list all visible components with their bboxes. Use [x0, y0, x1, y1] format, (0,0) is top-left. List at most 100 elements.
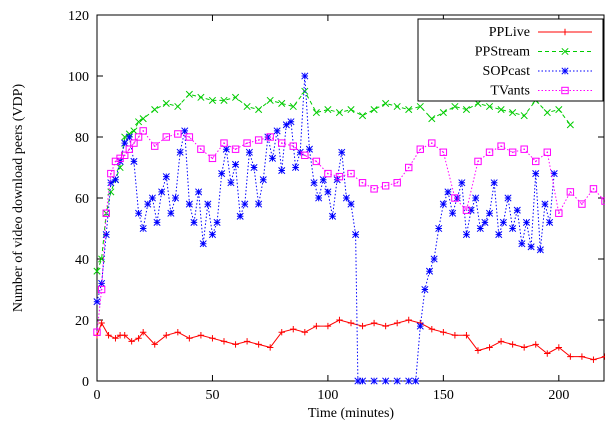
data-point-tvants-dot	[137, 136, 140, 138]
data-point-pplive	[128, 338, 135, 345]
data-point-pplive	[486, 344, 493, 351]
data-point-tvants	[162, 133, 170, 141]
data-point-sopcast	[499, 218, 507, 226]
data-point-sopcast	[125, 133, 133, 141]
data-point-tvants-dot	[361, 181, 364, 184]
data-point-pplive	[232, 341, 239, 348]
data-point-tvants-dot	[119, 157, 121, 160]
data-point-sopcast	[444, 188, 452, 196]
data-point-tvants-dot	[100, 288, 103, 291]
data-point-tvants	[312, 157, 321, 166]
data-point-ppstream	[185, 90, 193, 98]
data-point-tvants	[485, 148, 494, 156]
series-line-sopcast	[96, 75, 555, 382]
data-point-tvants-dot	[133, 142, 135, 144]
data-point-pplive	[336, 316, 343, 324]
data-point-tvants-dot	[200, 148, 202, 150]
data-point-tvants-dot	[338, 175, 341, 178]
data-point-tvants-dot	[114, 160, 117, 163]
data-point-sopcast	[347, 200, 355, 208]
data-point-sopcast	[93, 298, 101, 306]
y-tick-label: 80	[75, 131, 89, 146]
data-point-ppstream	[139, 115, 147, 123]
data-point-sopcast	[393, 377, 401, 385]
data-point-pplive	[151, 341, 158, 348]
data-point-sopcast	[282, 121, 290, 129]
data-point-tvants-dot	[128, 148, 131, 150]
data-point-tvants-dot	[558, 212, 560, 215]
x-tick-label: 100	[317, 388, 338, 403]
x-tick-label: 50	[205, 388, 219, 403]
data-point-pplive	[266, 344, 274, 351]
y-axis-title: Number of video download peers (VDP)	[11, 84, 26, 313]
data-point-sopcast	[130, 157, 138, 165]
data-point-pplive	[555, 344, 563, 351]
data-point-sopcast	[241, 200, 249, 208]
data-point-ppstream	[405, 105, 413, 114]
data-point-pplive	[578, 353, 586, 360]
data-point-tvants	[543, 148, 551, 156]
data-point-sopcast	[405, 377, 413, 385]
data-point-pplive	[497, 338, 505, 345]
x-tick-label: 150	[433, 388, 454, 403]
data-point-tvants-dot	[327, 172, 329, 175]
legend-marker-pplive	[561, 28, 569, 36]
data-point-tvants	[220, 139, 228, 147]
data-point-ppstream	[382, 99, 390, 108]
data-point-tvants	[555, 209, 563, 217]
data-point-pplive	[474, 347, 482, 354]
data-point-sopcast	[278, 166, 286, 175]
series-ppstream	[93, 87, 574, 275]
data-point-tvants-dot	[407, 166, 410, 169]
data-point-ppstream	[451, 102, 459, 111]
data-point-ppstream	[358, 112, 367, 120]
data-point-tvants-dot	[123, 154, 126, 157]
data-point-ppstream	[301, 87, 309, 95]
data-point-sopcast	[222, 145, 230, 153]
data-point-sopcast	[462, 231, 471, 239]
data-point-pplive	[290, 325, 297, 333]
data-point-sopcast	[259, 176, 267, 184]
data-point-ppstream	[135, 118, 143, 126]
data-point-pplive	[463, 332, 470, 339]
data-point-pplive	[278, 329, 285, 336]
data-point-sopcast	[268, 154, 277, 162]
data-point-sopcast	[481, 218, 489, 226]
data-point-pplive	[567, 353, 574, 360]
data-point-sopcast	[250, 163, 258, 172]
data-point-tvants-dot	[153, 145, 156, 147]
data-point-tvants	[508, 148, 517, 156]
data-point-sopcast	[139, 224, 147, 233]
data-point-sopcast	[121, 139, 129, 147]
data-point-ppstream	[370, 105, 378, 114]
data-point-sopcast	[527, 243, 535, 251]
data-point-tvants	[324, 169, 332, 178]
data-point-ppstream	[543, 109, 551, 117]
data-point-tvants-dot	[396, 181, 398, 184]
data-point-sopcast	[430, 255, 438, 263]
data-point-sopcast	[264, 133, 272, 141]
data-point-sopcast	[532, 170, 540, 178]
data-point-pplive	[139, 329, 147, 336]
data-point-tvants	[393, 179, 401, 187]
data-point-sopcast	[541, 200, 549, 208]
data-point-tvants-dot	[315, 160, 318, 163]
data-point-pplive	[590, 356, 597, 363]
data-point-tvants	[278, 139, 286, 147]
data-point-sopcast	[467, 206, 475, 214]
series-layer	[93, 72, 605, 385]
data-point-sopcast	[416, 322, 424, 330]
data-point-ppstream	[416, 102, 424, 111]
data-point-sopcast	[153, 218, 161, 226]
legend-label-sopcast: SOPcast	[483, 64, 531, 79]
data-point-ppstream	[520, 112, 528, 120]
data-point-tvants	[243, 139, 251, 147]
data-point-sopcast	[324, 188, 332, 196]
data-point-sopcast	[199, 240, 207, 248]
data-point-sopcast	[204, 200, 212, 208]
data-point-ppstream	[497, 105, 505, 114]
data-point-tvants-dot	[165, 136, 168, 138]
data-point-sopcast	[425, 267, 434, 275]
data-point-pplive	[428, 325, 436, 333]
data-point-sopcast	[342, 194, 350, 202]
